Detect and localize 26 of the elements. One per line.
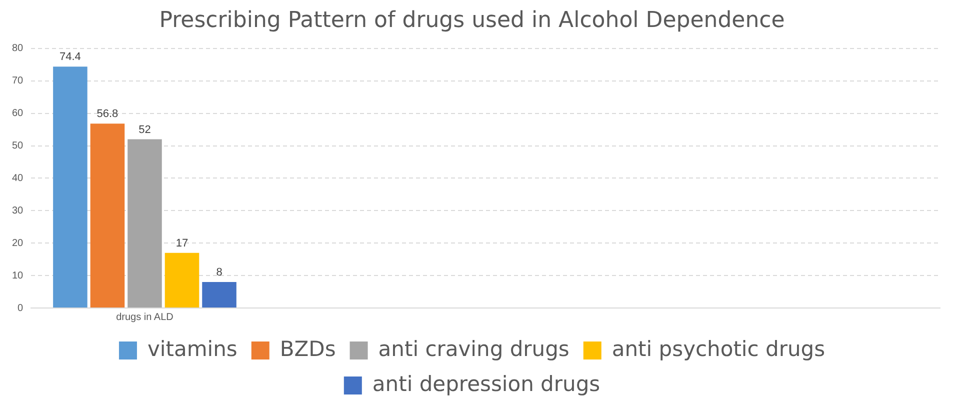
bar	[53, 66, 88, 308]
y-tick-label: 60	[12, 108, 24, 120]
y-tick-label: 70	[12, 76, 24, 87]
data-label: 17	[176, 237, 188, 250]
data-label: 8	[216, 266, 222, 279]
y-tick-label: 40	[12, 172, 24, 184]
bar	[128, 139, 162, 308]
x-tick-label: drugs in ALD	[116, 312, 174, 323]
y-tick-label: 50	[12, 140, 24, 152]
chart-title: Prescribing Pattern of drugs used in Alcohol Dependence	[159, 8, 785, 33]
y-tick-label: 10	[12, 270, 24, 282]
legend-label: anti craving drugs	[378, 336, 570, 361]
legend-label: vitamins	[147, 336, 238, 361]
bar	[90, 124, 125, 308]
legend-label: anti psychotic drugs	[612, 336, 826, 361]
legend-label: BZDs	[280, 336, 336, 361]
y-tick-label: 30	[12, 205, 24, 216]
data-label: 52	[138, 124, 151, 136]
bar	[164, 252, 200, 308]
data-label: 74.4	[59, 51, 81, 64]
y-tick-label: 0	[18, 302, 24, 314]
y-tick-label: 20	[12, 238, 24, 249]
legend-label: anti depression drugs	[372, 372, 600, 396]
y-tick-label: 80	[12, 43, 24, 54]
bar	[202, 282, 236, 308]
data-label: 56.8	[96, 108, 118, 120]
